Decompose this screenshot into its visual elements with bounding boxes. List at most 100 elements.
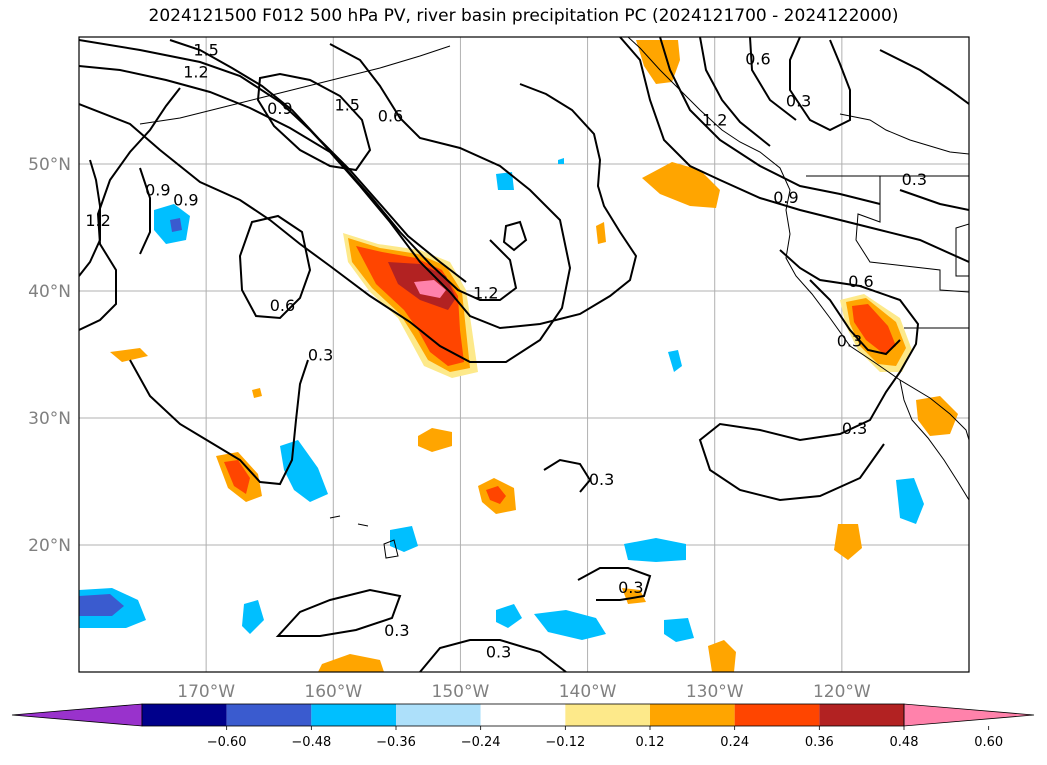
colorbar-tick-label: 0.36 (805, 735, 834, 750)
contour-label: 0.3 (786, 92, 811, 111)
pv-contour (79, 65, 638, 330)
contour-label: 0.9 (145, 180, 170, 199)
gridlines (79, 37, 969, 672)
pv-contour (79, 87, 181, 331)
lat-tick-label: 20°N (28, 536, 71, 556)
colorbar-segment (396, 704, 481, 726)
colorbar-segment (650, 704, 735, 726)
pv-contour (659, 37, 881, 205)
pv-contour (879, 49, 969, 105)
colorbar-tick-label: −0.60 (207, 735, 247, 750)
precip-patch (242, 600, 264, 634)
precip-patch (496, 172, 514, 190)
coastline (839, 113, 969, 155)
colorbar-tick-label: −0.36 (376, 735, 416, 750)
contour-label: 1.2 (702, 111, 727, 130)
precip-patch (624, 538, 686, 562)
pv-contour (79, 39, 518, 301)
precip-patch (622, 588, 646, 604)
precip-patch (486, 486, 506, 504)
lon-tick-label: 120°W (813, 682, 871, 702)
contour-label: 0.3 (486, 643, 511, 662)
contour-label: 0.3 (842, 419, 867, 438)
pv-contour (698, 249, 920, 502)
precip-patch (668, 350, 682, 372)
colorbar-segment (480, 704, 566, 726)
colorbar-segment (819, 704, 904, 726)
pv-contour (169, 39, 467, 283)
colorbar-extend-min (11, 703, 143, 727)
contour-label: 0.9 (267, 99, 292, 118)
lon-tick-label: 140°W (559, 682, 617, 702)
colorbar-segment (142, 704, 227, 726)
pv-contour (238, 214, 312, 320)
map-area (79, 37, 969, 672)
lat-tick-label: 50°N (28, 155, 71, 175)
colorbar-extend-max (903, 703, 1035, 727)
precip-patch (224, 460, 250, 494)
pv-contour (419, 639, 567, 672)
border (855, 176, 969, 293)
pv-contour (699, 37, 771, 147)
pv-contour (789, 37, 851, 132)
lon-tick-label: 170°W (177, 682, 235, 702)
coastlines (139, 37, 969, 559)
precip-patch (534, 610, 606, 640)
pv-contour (619, 37, 969, 263)
coastline (627, 37, 969, 441)
contour-labels: 1.51.20.9 1.50.60.90.91.20.60.31.20.30.30… (85, 41, 927, 662)
chart-title: 2024121500 F012 500 hPa PV, river basin … (148, 6, 899, 26)
pv-contour (275, 588, 402, 637)
precip-patch (708, 640, 736, 672)
colorbar-frame (141, 703, 905, 727)
precip-patch (414, 280, 446, 298)
contour-label: 0.6 (270, 296, 295, 315)
precip-patch (664, 618, 694, 642)
contour-label: 0.3 (589, 470, 614, 489)
contour-label: 1.5 (335, 95, 360, 114)
coastline (329, 515, 369, 527)
coastline (139, 45, 451, 125)
colorbar-tick-label: 0.48 (890, 735, 919, 750)
lat-tick-label: 30°N (28, 409, 71, 429)
precip-patch (418, 428, 452, 452)
colorbar-tick-label: 0.24 (720, 735, 749, 750)
colorbar-tick-label: −0.24 (461, 735, 501, 750)
colorbar-tick-label: 0.12 (636, 735, 665, 750)
contour-label: 0.6 (745, 50, 770, 69)
contour-label: 0.9 (173, 191, 198, 210)
precip-patch (79, 594, 124, 616)
pv-contour (256, 72, 372, 172)
pv-contour (139, 167, 151, 255)
colorbar-tick-label: −0.48 (291, 735, 331, 750)
colorbar-segment (734, 704, 820, 726)
pv-contour (79, 43, 572, 363)
contour-label: 0.3 (837, 332, 862, 351)
colorbar-tick-label: −0.12 (545, 735, 585, 750)
precip-patch (318, 654, 384, 672)
precip-patch (642, 162, 720, 208)
lon-tick-label: 130°W (686, 682, 744, 702)
lon-tick-label: 160°W (304, 682, 362, 702)
pv-contour (899, 189, 969, 211)
contour-label: 0.3 (618, 578, 643, 597)
precip-patch (636, 40, 680, 84)
precip-patch (596, 222, 606, 244)
contour-label: 1.2 (473, 283, 498, 302)
precip-patch (496, 604, 522, 628)
contour-label: 0.3 (308, 346, 333, 365)
colorbar: −0.60 −0.48 −0.36 −0.24 −0.12 0.12 0.24 0.36 0.4… (11, 703, 1035, 750)
border (955, 223, 969, 277)
precip-patch (916, 396, 958, 436)
pv-contour (749, 37, 797, 121)
contour-label: 1.2 (183, 62, 208, 81)
precip-patch (834, 524, 862, 560)
precip-patch (390, 526, 418, 552)
colorbar-segment (565, 704, 650, 726)
colorbar-tick-label: 0.60 (974, 735, 1003, 750)
pv-contours (79, 37, 969, 672)
lat-tick-label: 40°N (28, 282, 71, 302)
precip-patch (896, 478, 924, 524)
lon-tick-label: 150°W (432, 682, 490, 702)
contour-label: 0.9 (773, 188, 798, 207)
